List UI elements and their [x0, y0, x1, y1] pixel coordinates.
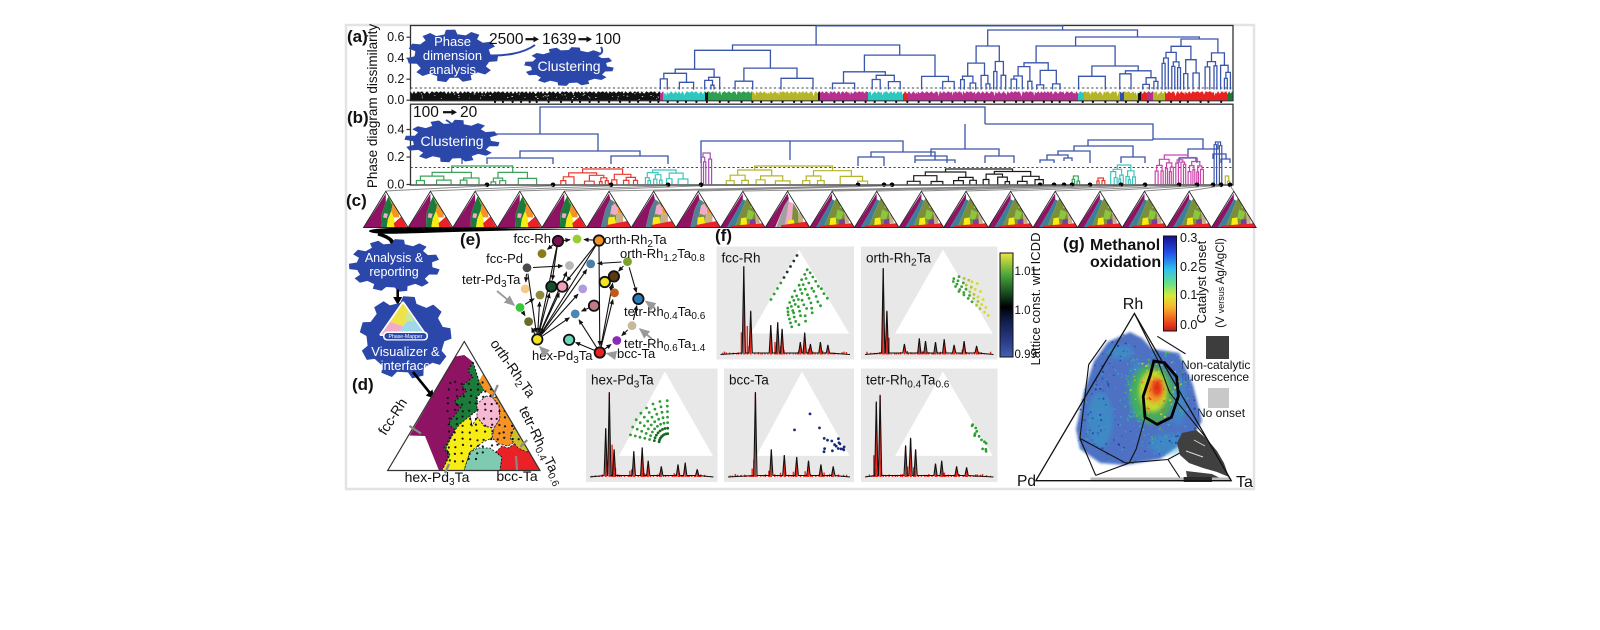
svg-text:2500: 2500 [489, 31, 524, 48]
svg-text:(g): (g) [1063, 234, 1085, 253]
svg-text:tetr-Rh0.4Ta0.6: tetr-Rh0.4Ta0.6 [866, 373, 950, 391]
svg-text:fcc-Rh: fcc-Rh [722, 251, 761, 266]
svg-text:Ta: Ta [1236, 474, 1253, 491]
svg-text:0.2: 0.2 [387, 150, 404, 164]
svg-text:fcc-Rh: fcc-Rh [513, 231, 551, 246]
svg-text:0.2: 0.2 [1180, 260, 1197, 274]
svg-text:1639: 1639 [542, 31, 576, 48]
svg-text:1.0: 1.0 [1015, 305, 1031, 317]
svg-text:interface: interface [381, 358, 431, 373]
svg-text:20: 20 [460, 104, 478, 121]
svg-text:100: 100 [413, 104, 439, 121]
svg-text:Methanol: Methanol [1090, 237, 1160, 254]
svg-text:0.0: 0.0 [1180, 318, 1197, 332]
svg-text:0.4: 0.4 [387, 51, 404, 65]
svg-text:(e): (e) [460, 230, 481, 249]
svg-text:No onset: No onset [1197, 406, 1246, 420]
svg-text:tetr-Rh0.6Ta1.4: tetr-Rh0.6Ta1.4 [624, 336, 706, 354]
svg-text:Lattice const. wrt ICDD: Lattice const. wrt ICDD [1028, 233, 1043, 366]
svg-text:Phase diagram dissimilarity: Phase diagram dissimilarity [365, 24, 380, 189]
svg-text:0.2: 0.2 [387, 72, 404, 86]
svg-text:Clustering: Clustering [420, 133, 483, 149]
svg-text:Catalyst onset: Catalyst onset [1194, 240, 1209, 323]
svg-text:tetr-Rh0.4Ta0.6: tetr-Rh0.4Ta0.6 [624, 304, 706, 322]
svg-text:Clustering: Clustering [537, 58, 600, 74]
svg-text:analysis: analysis [429, 62, 476, 77]
svg-text:bcc-Ta: bcc-Ta [729, 373, 769, 388]
svg-text:1.01: 1.01 [1015, 266, 1037, 278]
svg-text:Visualizer &: Visualizer & [371, 344, 440, 359]
svg-text:Rh: Rh [1123, 296, 1143, 313]
svg-text:0.0: 0.0 [387, 93, 404, 107]
svg-text:(c): (c) [346, 191, 367, 210]
svg-text:0.6: 0.6 [387, 30, 404, 44]
svg-text:dimension: dimension [423, 48, 482, 63]
svg-text:Pd: Pd [1017, 473, 1036, 490]
svg-text:fluorescence: fluorescence [1181, 370, 1249, 384]
svg-text:(f): (f) [715, 226, 732, 245]
svg-text:tetr-Pd3Ta: tetr-Pd3Ta [462, 272, 521, 290]
svg-text:(a): (a) [347, 27, 368, 46]
svg-text:0.3: 0.3 [1180, 231, 1197, 245]
svg-text:bcc-Ta: bcc-Ta [496, 468, 537, 484]
svg-text:oxidation: oxidation [1090, 254, 1161, 271]
svg-text:(b): (b) [347, 108, 369, 127]
svg-text:(V versus Ag/AgCl): (V versus Ag/AgCl) [1215, 238, 1227, 328]
svg-text:Non-catalytic: Non-catalytic [1181, 358, 1250, 372]
svg-text:orth-Rh1.2Ta0.8: orth-Rh1.2Ta0.8 [620, 246, 705, 264]
svg-text:0.4: 0.4 [387, 123, 404, 137]
svg-text:reporting: reporting [369, 265, 418, 279]
svg-text:Phase-Mapper: Phase-Mapper [388, 334, 422, 340]
svg-text:0.99: 0.99 [1015, 349, 1037, 361]
svg-text:(d): (d) [352, 375, 374, 394]
svg-text:fcc-Pd: fcc-Pd [486, 251, 523, 266]
svg-text:100: 100 [595, 31, 621, 48]
svg-text:0.0: 0.0 [387, 178, 404, 192]
svg-text:bcc-Ta: bcc-Ta [617, 346, 656, 361]
svg-text:Analysis &: Analysis & [365, 251, 424, 265]
svg-text:Phase: Phase [434, 34, 471, 49]
svg-text:0.1: 0.1 [1180, 288, 1197, 302]
